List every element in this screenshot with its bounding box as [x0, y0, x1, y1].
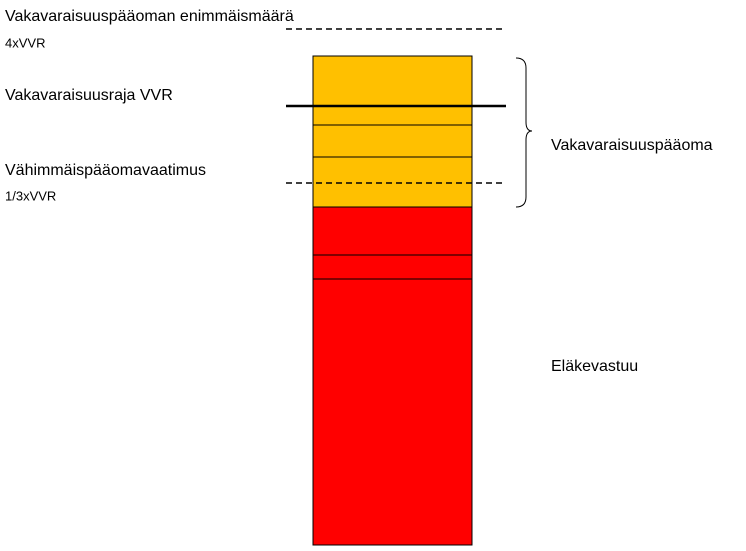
label: Vakavaraisuuspääoma [551, 137, 713, 154]
liability-block [312, 206, 473, 546]
label: 1/3xVVR [5, 188, 56, 203]
capital-block [312, 55, 473, 208]
label: Vähimmäispääomavaatimus [5, 162, 206, 179]
brace [515, 57, 533, 208]
label: Eläkevastuu [551, 358, 638, 375]
label: Vakavaraisuusraja VVR [5, 87, 173, 104]
label: Vakavaraisuuspääoman enimmäismäärä [5, 8, 294, 25]
label: 4xVVR [5, 35, 45, 50]
